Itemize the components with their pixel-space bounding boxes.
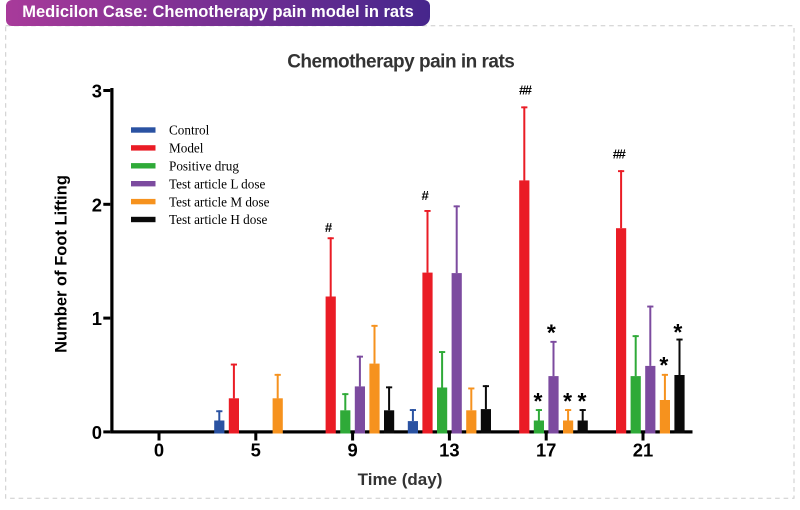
svg-text:Test article L dose: Test article L dose (169, 176, 266, 191)
svg-text:*: * (534, 388, 543, 414)
svg-text:*: * (578, 388, 587, 414)
svg-text:Chemotherapy pain in rats: Chemotherapy pain in rats (287, 52, 514, 73)
svg-text:*: * (563, 388, 572, 414)
svg-text:2: 2 (92, 194, 102, 215)
svg-text:Model: Model (169, 141, 204, 156)
svg-text:1: 1 (92, 308, 102, 329)
svg-text:5: 5 (251, 440, 261, 461)
svg-text:*: * (659, 352, 668, 378)
svg-text:Time (day): Time (day) (358, 470, 443, 489)
svg-text:Control: Control (169, 123, 210, 138)
svg-text:9: 9 (347, 440, 357, 461)
svg-text:Test article H dose: Test article H dose (169, 212, 267, 227)
svg-text:0: 0 (92, 422, 102, 443)
svg-text:##: ## (613, 147, 627, 162)
svg-text:13: 13 (439, 440, 459, 461)
svg-text:0: 0 (154, 440, 164, 461)
svg-text:Number of Foot Lifting: Number of Foot Lifting (53, 175, 71, 353)
svg-text:Test article M dose: Test article M dose (169, 194, 270, 209)
svg-text:#: # (422, 188, 430, 203)
svg-text:##: ## (519, 82, 533, 97)
svg-text:3: 3 (92, 81, 102, 102)
svg-text:21: 21 (633, 440, 653, 461)
svg-text:*: * (547, 320, 556, 346)
svg-text:17: 17 (536, 440, 556, 461)
svg-text:*: * (673, 319, 682, 345)
svg-text:Positive drug: Positive drug (169, 159, 239, 174)
svg-text:#: # (325, 220, 333, 235)
